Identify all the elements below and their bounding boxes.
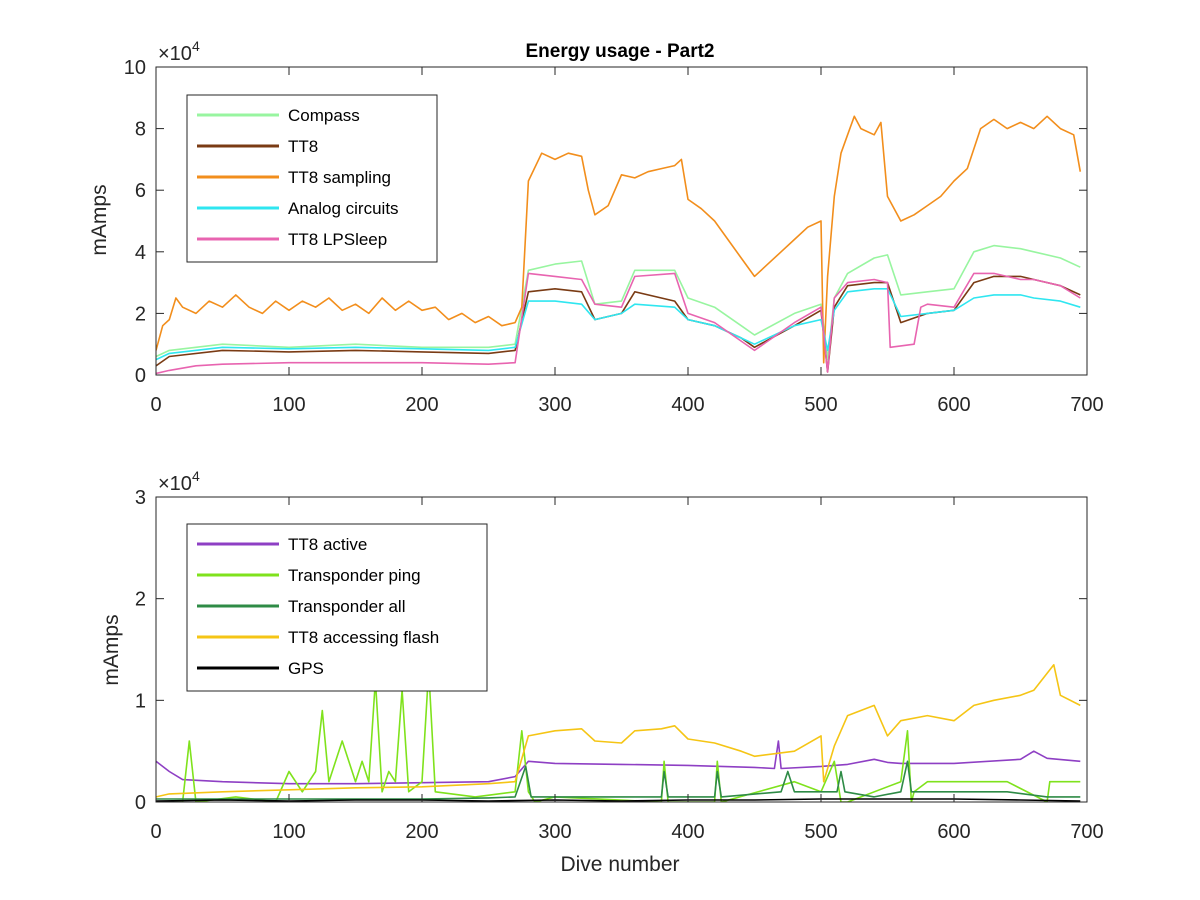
bottom-legend-label: Transponder ping: [288, 566, 421, 585]
bottom-axes-frame: [155, 496, 1088, 803]
bottom-x-tick-label: 500: [804, 821, 837, 843]
top-y-tick-label: 6: [135, 180, 146, 202]
top-legend-label: TT8: [288, 137, 318, 156]
top-legend: Compass TT8 TT8 sampling Analog circuits TT8…: [186, 94, 438, 263]
top-y-axis-label: mAmps: [88, 184, 111, 255]
bottom-x-tick-label: 300: [538, 821, 571, 843]
bottom-legend-label: TT8 accessing flash: [288, 628, 439, 647]
top-series-line-5: [156, 272, 1081, 375]
top-x-tick-label: 400: [671, 394, 704, 416]
top-y-multiplier: ×104: [158, 38, 200, 65]
top-series-line-3: [156, 115, 1082, 364]
top-x-tick-label: 600: [937, 394, 970, 416]
top-x-tick-label: 700: [1070, 394, 1103, 416]
bottom-y-tick-label: 3: [135, 487, 146, 509]
top-legend-label: TT8 sampling: [288, 168, 391, 187]
bottom-legend: TT8 active Transponder ping Transponder al…: [186, 523, 488, 692]
bottom-x-axis-label: Dive number: [560, 853, 679, 876]
bottom-series-line-2: [156, 669, 1081, 802]
bottom-y-tick-label: 2: [135, 589, 146, 611]
top-chart-panel: Energy usage - Part2 mAmps ×104 0 100 200 3…: [88, 38, 1104, 416]
bottom-y-multiplier: ×104: [158, 468, 200, 495]
bottom-series-line-5: [156, 798, 1081, 802]
bottom-x-tick-label: 200: [405, 821, 438, 843]
bottom-chart-series: [156, 664, 1081, 802]
bottom-y-tick-label: 1: [135, 690, 146, 712]
top-chart-series: [156, 115, 1082, 375]
top-axes-frame: [155, 66, 1088, 376]
bottom-legend-label: Transponder all: [288, 597, 406, 616]
top-y-tick-label: 4: [135, 242, 146, 264]
top-x-tick-label: 500: [804, 394, 837, 416]
top-y-tick-label: 2: [135, 303, 146, 325]
top-chart-title: Energy usage - Part2: [525, 41, 714, 62]
bottom-y-axis-label: mAmps: [100, 614, 123, 685]
top-x-tick-label: 200: [405, 394, 438, 416]
bottom-series-line-3: [156, 760, 1081, 800]
top-y-tick-label: 10: [124, 57, 146, 79]
bottom-chart-panel: mAmps ×104 Dive number 0 100 200 300 400 500 6…: [100, 468, 1104, 876]
bottom-series-line-4: [156, 664, 1081, 798]
bottom-x-tick-label: 400: [671, 821, 704, 843]
top-y-tick-label: 0: [135, 365, 146, 387]
top-legend-label: Analog circuits: [288, 199, 399, 218]
bottom-legend-label: TT8 active: [288, 535, 367, 554]
bottom-x-tick-label: 700: [1070, 821, 1103, 843]
top-x-tick-label: 100: [272, 394, 305, 416]
top-x-tick-label: 0: [150, 394, 161, 416]
bottom-x-tick-label: 100: [272, 821, 305, 843]
bottom-x-tick-label: 600: [937, 821, 970, 843]
top-x-tick-label: 300: [538, 394, 571, 416]
bottom-series-line-1: [156, 740, 1081, 785]
top-legend-label: TT8 LPSleep: [288, 230, 387, 249]
bottom-legend-label: GPS: [288, 659, 324, 678]
bottom-y-tick-label: 0: [135, 792, 146, 814]
top-legend-label: Compass: [288, 106, 360, 125]
top-series-line-4: [156, 288, 1081, 361]
top-y-tick-label: 8: [135, 119, 146, 141]
bottom-x-tick-label: 0: [150, 821, 161, 843]
top-series-line-1: [156, 244, 1081, 361]
